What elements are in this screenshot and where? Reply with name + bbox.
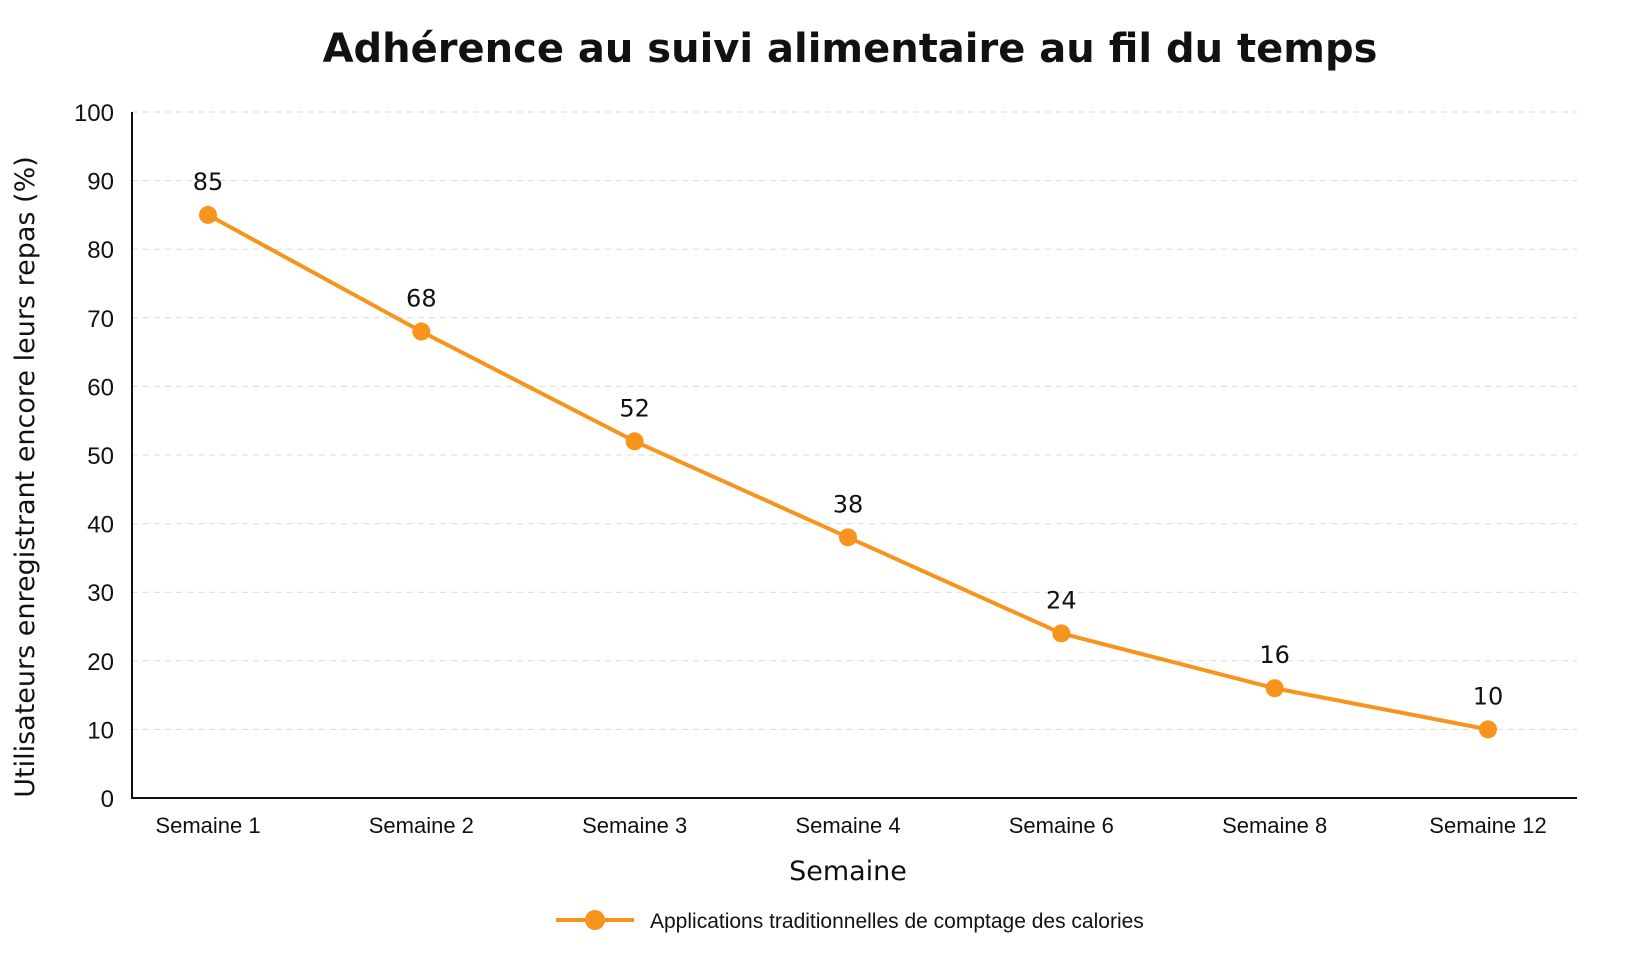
y-axis-ticks: 0 10 20 30 40 50 60 70 80 90 100: [74, 100, 114, 813]
x-tick-label: Semaine 8: [1222, 813, 1327, 838]
legend-marker-swatch: [585, 910, 605, 930]
y-tick-label: 40: [87, 512, 114, 539]
y-tick-label: 50: [87, 443, 114, 470]
data-label: 68: [406, 285, 437, 313]
data-label: 24: [1046, 586, 1077, 614]
y-tick-label: 30: [87, 580, 114, 607]
data-point: [412, 322, 431, 341]
x-axis-title: Semaine: [789, 856, 907, 887]
y-tick-label: 100: [74, 100, 114, 127]
y-tick-label: 80: [87, 237, 114, 264]
data-label: 10: [1473, 682, 1504, 710]
data-point: [839, 528, 857, 547]
data-label: 52: [619, 394, 650, 422]
data-point: [199, 205, 217, 224]
chart-title: Adhérence au suivi alimentaire au fil du…: [323, 26, 1378, 72]
y-axis-title: Utilisateurs enregistrant encore leurs r…: [10, 156, 41, 798]
y-tick-label: 70: [87, 306, 114, 333]
data-label: 85: [193, 168, 224, 196]
legend: Applications traditionnelles de comptage…: [556, 910, 1144, 933]
series-line: [206, 212, 1490, 732]
series-layer: 85 68 52 38 24 16 10: [193, 168, 1504, 739]
x-tick-label: Semaine 1: [155, 813, 260, 838]
y-tick-label: 90: [87, 169, 114, 196]
y-tick-label: 10: [87, 717, 114, 744]
data-label: 38: [833, 490, 864, 518]
gridlines: [132, 111, 1577, 730]
data-point: [1265, 679, 1284, 698]
data-label: 16: [1259, 641, 1290, 669]
x-tick-label: Semaine 3: [582, 813, 687, 838]
x-axis-ticks: Semaine 1 Semaine 2 Semaine 3 Semaine 4 Sema…: [155, 813, 1546, 838]
x-tick-label: Semaine 2: [369, 813, 474, 838]
y-tick-label: 20: [87, 649, 114, 676]
data-point: [1052, 624, 1071, 643]
y-tick-label: 60: [87, 374, 114, 401]
legend-label: Applications traditionnelles de comptage…: [650, 910, 1144, 933]
data-point: [1479, 720, 1497, 739]
x-tick-label: Semaine 4: [795, 813, 900, 838]
x-tick-label: Semaine 12: [1429, 813, 1546, 838]
data-point: [625, 432, 644, 451]
y-tick-label: 0: [101, 786, 114, 813]
x-tick-label: Semaine 6: [1009, 813, 1114, 838]
